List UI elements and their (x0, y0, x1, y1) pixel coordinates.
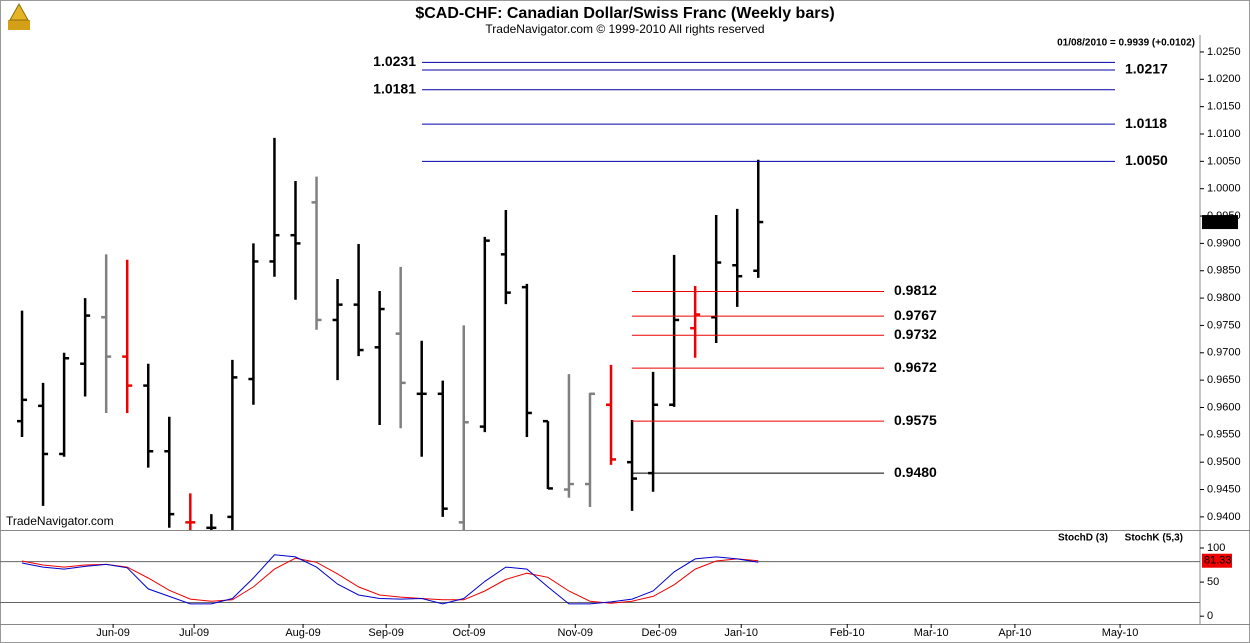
y-tick-label: 0.9850 (1207, 265, 1241, 277)
y-tick-label: 0.9550 (1207, 429, 1241, 441)
y-tick-label: 0.9800 (1207, 292, 1241, 304)
y-tick-label: 0 (1207, 610, 1213, 622)
x-tick-label: Mar-10 (914, 627, 949, 639)
last-price-label: 0.9939 (1204, 216, 1238, 228)
y-tick-label: 0.9600 (1207, 401, 1241, 413)
y-tick-label: 1.0150 (1207, 101, 1241, 113)
x-tick-label: Apr-10 (998, 627, 1031, 639)
y-tick-label: 0.9700 (1207, 347, 1241, 359)
y-tick-label: 0.9500 (1207, 456, 1241, 468)
x-tick-label: May-10 (1102, 627, 1139, 639)
level-label: 0.9732 (894, 326, 937, 342)
y-tick-label: 0.9450 (1207, 483, 1241, 495)
price-plot (17, 137, 764, 530)
x-tick-label: Jan-10 (724, 627, 758, 639)
y-tick-label: 1.0250 (1207, 46, 1241, 58)
x-tick-label: Oct-09 (453, 627, 486, 639)
level-label: 0.9575 (894, 412, 937, 428)
y-tick-label: 0.9400 (1207, 511, 1241, 523)
x-tick-label: Nov-09 (558, 627, 593, 639)
indicator-plot (0, 554, 1200, 605)
y-tick-label: 0.9900 (1207, 237, 1241, 249)
level-label: 1.0217 (1125, 61, 1168, 77)
chart-subtitle: TradeNavigator.com © 1999-2010 All right… (485, 22, 764, 36)
legend-entry: StochK (5,3) (1125, 533, 1183, 544)
x-tick-label: Jul-09 (179, 627, 209, 639)
watermark: TradeNavigator.com (6, 514, 114, 528)
y-tick-label: 50 (1207, 576, 1219, 588)
y-tick-label: 1.0050 (1207, 155, 1241, 167)
level-label: 1.0118 (1125, 115, 1167, 131)
chart-title: $CAD-CHF: Canadian Dollar/Swiss Franc (W… (415, 5, 834, 22)
level-label: 0.9767 (894, 307, 937, 323)
level-label: 0.9672 (894, 359, 937, 375)
x-tick-label: Sep-09 (368, 627, 403, 639)
x-tick-label: Aug-09 (285, 627, 320, 639)
annotation: 01/08/2010 = 0.9939 (+0.0102) (1057, 38, 1195, 49)
level-label: 1.0181 (373, 80, 416, 96)
indicator-line (21, 554, 759, 605)
level-label: 1.0231 (373, 53, 416, 69)
last-value-box (1202, 553, 1232, 568)
last-value-label: 81.33 (1204, 555, 1232, 567)
x-tick-label: Jun-09 (96, 627, 130, 639)
x-tick-label: Feb-10 (830, 627, 865, 639)
logo (8, 2, 30, 30)
y-tick-label: 100 (1207, 542, 1225, 554)
y-tick-label: 0.9750 (1207, 319, 1241, 331)
level-label: 1.0050 (1125, 152, 1168, 168)
y-tick-label: 1.0100 (1207, 128, 1241, 140)
legend-entry: StochD (3) (1058, 533, 1108, 544)
indicator-line (21, 557, 759, 604)
y-tick-label: 0.9650 (1207, 374, 1241, 386)
last-price-box (1202, 215, 1238, 230)
level-label: 0.9480 (894, 464, 937, 480)
y-tick-label: 1.0000 (1207, 183, 1241, 195)
x-tick-label: Dec-09 (641, 627, 676, 639)
y-tick-label: 1.0200 (1207, 73, 1241, 85)
level-label: 0.9812 (894, 282, 937, 298)
